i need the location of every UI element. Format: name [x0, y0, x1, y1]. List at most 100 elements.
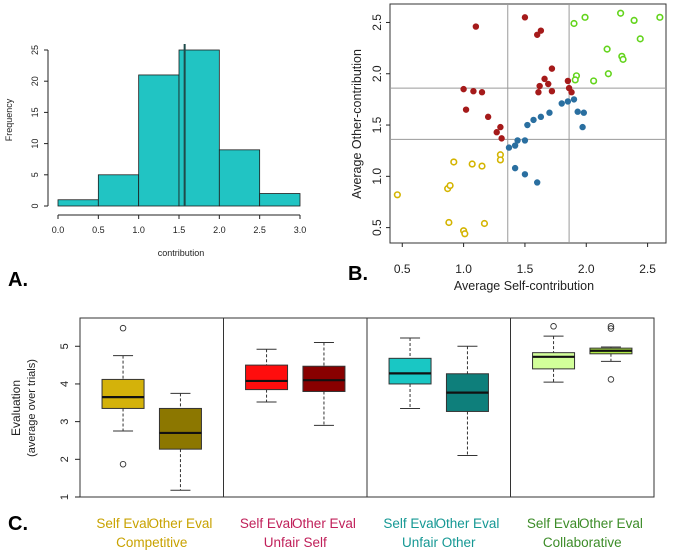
histogram-x-tick-label: 0.0: [52, 225, 65, 235]
scatter-point-unfair-self: [537, 27, 545, 34]
scatter-point-collaborative: [604, 70, 612, 78]
scatter-point-competitive: [461, 230, 469, 238]
boxplot-group-label: Competitive: [116, 535, 187, 550]
boxplot-y-label-line1: Evaluation: [9, 380, 23, 436]
scatter-point-unfair-self: [472, 23, 480, 30]
scatter-point-unfair-other: [511, 142, 519, 149]
boxplot-y-tick-label: 3: [59, 419, 71, 425]
scatter-y-tick-label: 1.0: [370, 168, 384, 185]
boxplot-box: [589, 323, 633, 383]
boxplot-box: [388, 337, 432, 409]
scatter-x-label: Average Self-contribution: [454, 279, 594, 293]
histogram-x-tick-label: 3.0: [294, 225, 307, 235]
histogram-y-tick-label: 25: [30, 45, 40, 55]
boxplot-iqr-box: [388, 357, 432, 385]
scatter-point-competitive: [450, 158, 458, 166]
scatter-point-unfair-self: [462, 106, 470, 113]
boxplot-y-tick-label: 1: [59, 494, 71, 500]
scatter-reference-lines: [390, 4, 666, 243]
histogram-bar: [138, 74, 180, 207]
boxplot-y-ticks: 1 2 3 4 5: [59, 343, 80, 500]
boxplot-box: [158, 392, 202, 491]
scatter-point-unfair-other: [534, 179, 541, 186]
scatter-point-unfair-other: [524, 121, 531, 129]
scatter-point-unfair-self: [478, 89, 486, 96]
histogram-y-ticks: 0 5 10 15 20 25: [30, 45, 48, 209]
histogram-y-tick-label: 0: [30, 203, 40, 208]
boxplot-box-label: Self Eval: [383, 516, 436, 531]
scatter-point-competitive: [468, 160, 476, 168]
scatter-x-tick-label: 1.5: [517, 262, 534, 276]
scatter-point-unfair-other: [505, 144, 513, 151]
scatter-point-unfair-other: [537, 113, 545, 121]
boxplot-iqr-box: [532, 352, 576, 370]
scatter-point-collaborative: [571, 76, 579, 84]
boxplot-outlier: [607, 323, 615, 330]
boxplot-iqr-box: [245, 364, 289, 391]
boxplot-iqr-box: [158, 407, 202, 450]
histogram-bar: [218, 149, 261, 207]
scatter-point-collaborative: [636, 35, 644, 43]
boxplot-iqr-box: [101, 378, 145, 409]
scatter-point-unfair-other: [511, 164, 519, 172]
histogram-bar: [178, 49, 220, 207]
scatter-point-unfair-self: [470, 87, 477, 95]
histogram-x-ticks: 0.0 0.5 1.0 1.5 2.0 2.5 3.0: [52, 215, 307, 235]
boxplot-box: [445, 345, 489, 457]
scatter-y-ticks: 0.5 1.0 1.5 2.0 2.5: [370, 14, 390, 236]
scatter-point-unfair-other: [514, 137, 521, 144]
scatter-points: [393, 9, 664, 238]
scatter-point-unfair-self: [545, 80, 552, 88]
histogram-bar: [97, 174, 140, 207]
scatter-x-tick-label: 2.0: [578, 262, 595, 276]
scatter-y-tick-label: 1.5: [370, 116, 384, 133]
scatter-y-tick-label: 2.0: [370, 65, 384, 82]
scatter-point-competitive: [478, 162, 486, 170]
scatter-y-tick-label: 2.5: [370, 14, 384, 31]
scatter-point-unfair-other: [558, 100, 565, 107]
boxplot-y-tick-label: 5: [59, 343, 71, 349]
panel-label-b: B.: [348, 263, 368, 285]
boxplot-box-label: Other Eval: [292, 516, 356, 531]
scatter-point-unfair-self: [564, 77, 572, 85]
histogram-bar: [57, 199, 99, 207]
histogram-y-tick-label: 5: [30, 172, 40, 177]
histogram-x-tick-label: 0.5: [92, 225, 105, 235]
scatter-point-unfair-self: [534, 31, 541, 38]
boxplot-outlier: [607, 376, 615, 383]
histogram-panel: 0.0 0.5 1.0 1.5 2.0 2.5 3.0 0 5 10 15 20 25 contrib…: [4, 44, 306, 291]
scatter-point-unfair-self: [521, 14, 529, 21]
scatter-point-unfair-other: [574, 108, 581, 115]
histogram-y-tick-label: 10: [30, 139, 40, 149]
histogram-bar: [259, 193, 301, 207]
scatter-point-collaborative: [570, 19, 578, 28]
boxplot-box-label: Self Eval: [527, 516, 580, 531]
scatter-point-collaborative: [603, 45, 611, 53]
scatter-panel: 0.5 1.0 1.5 2.0 2.5 0.5 1.0 1.5 2.0 2.5 Average …: [348, 3, 667, 293]
boxplot-y-label-line2: (average over trials): [26, 359, 38, 457]
scatter-point-unfair-self: [548, 87, 556, 95]
scatter-point-unfair-other: [564, 98, 572, 105]
scatter-point-collaborative: [619, 55, 627, 63]
boxplot-y-tick-label: 2: [59, 456, 71, 462]
boxplot-box-label: Self Eval: [96, 516, 149, 531]
boxplot-box: [302, 341, 346, 426]
boxplot-boxes: [101, 323, 633, 491]
boxplot-outlier: [119, 460, 127, 468]
scatter-y-label: Average Other-contribution: [350, 49, 364, 199]
histogram-bars: [57, 49, 301, 207]
scatter-point-unfair-self: [497, 123, 504, 131]
boxplot-outlier: [550, 323, 557, 330]
scatter-x-ticks: 0.5 1.0 1.5 2.0 2.5: [394, 243, 656, 276]
panel-label-c: C.: [8, 513, 28, 535]
histogram-y-tick-label: 15: [30, 107, 40, 117]
scatter-point-collaborative: [590, 77, 598, 85]
histogram-x-tick-label: 2.0: [213, 225, 226, 235]
scatter-point-unfair-other: [530, 116, 537, 124]
scatter-point-unfair-self: [548, 65, 556, 72]
boxplot-box: [532, 323, 576, 383]
scatter-point-unfair-self: [493, 129, 500, 136]
boxplot-outlier: [607, 325, 615, 332]
